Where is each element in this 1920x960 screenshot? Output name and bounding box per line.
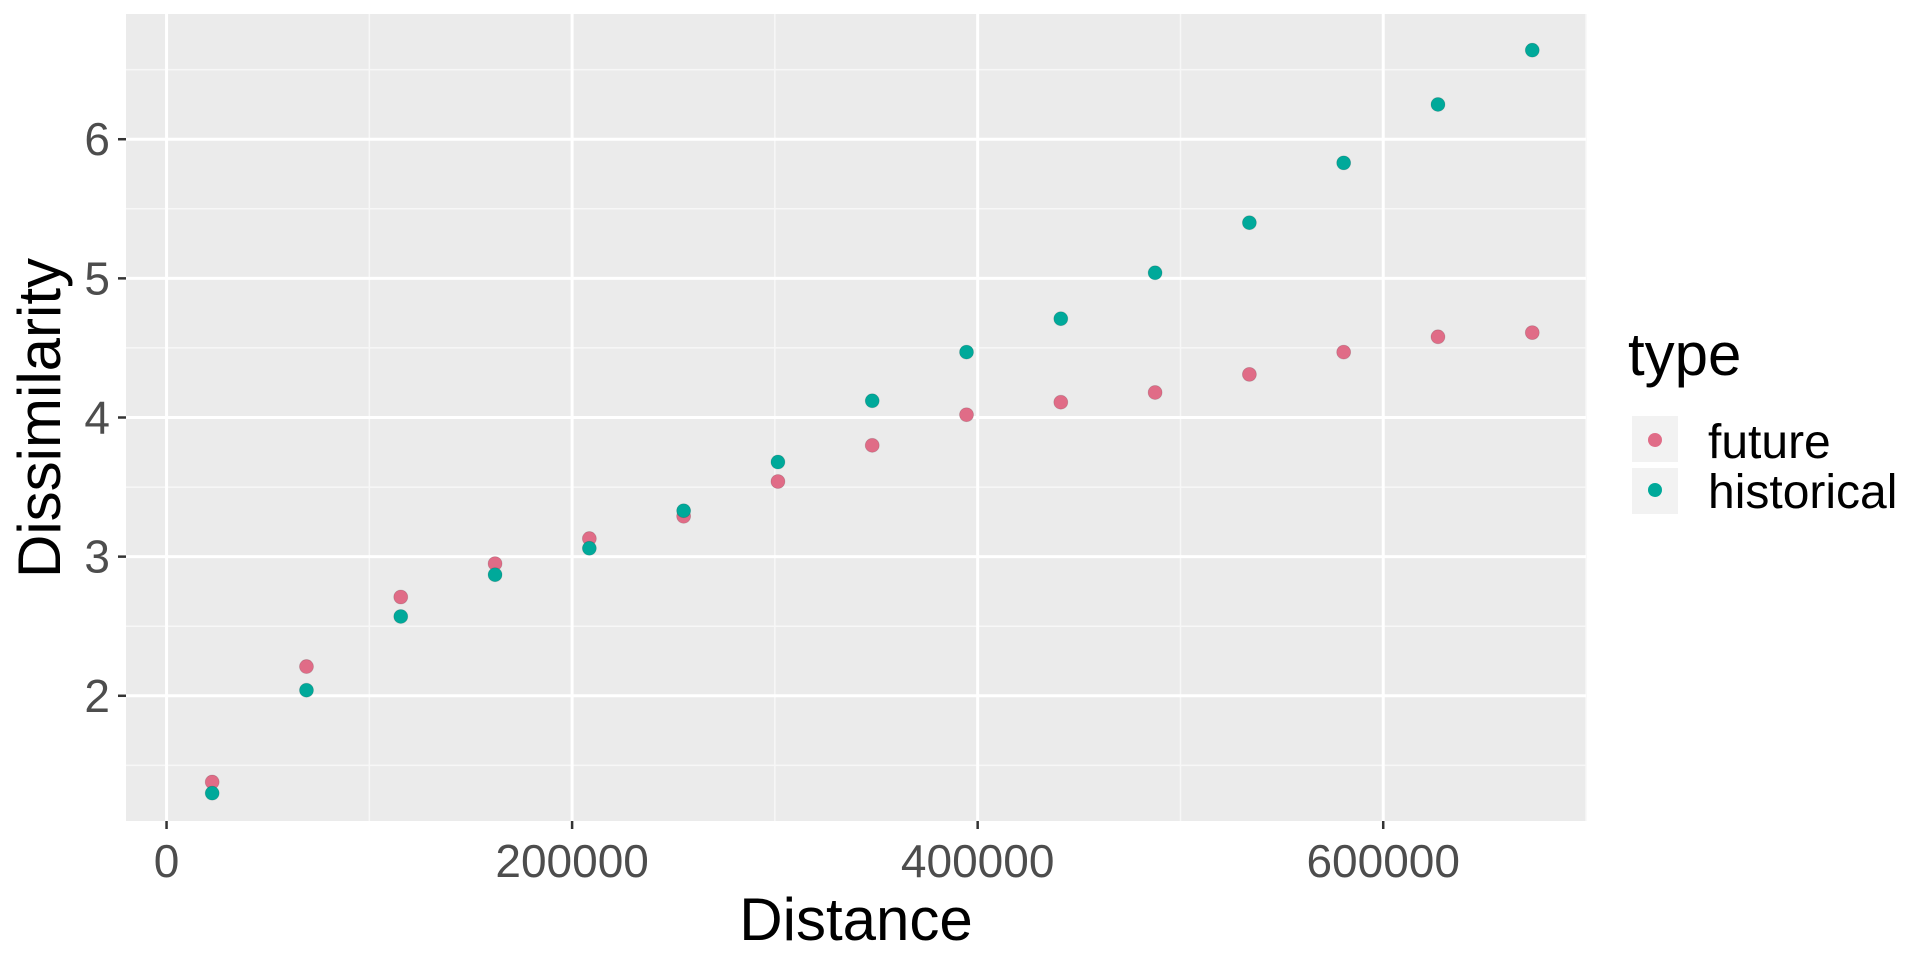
x-axis-title: Distance xyxy=(739,886,972,953)
point-future xyxy=(1430,329,1446,345)
x-axis: 0 200000 400000 600000 xyxy=(154,821,1460,887)
point-historical xyxy=(299,682,314,698)
legend-dot-historical xyxy=(1648,483,1662,497)
x-tick-label: 400000 xyxy=(901,835,1055,887)
point-historical xyxy=(1430,97,1446,112)
legend-label-future: future xyxy=(1708,416,1831,469)
point-future xyxy=(1524,325,1540,341)
point-historical xyxy=(1147,265,1163,281)
point-historical xyxy=(487,567,503,583)
x-tick-label: 200000 xyxy=(495,835,649,887)
point-future xyxy=(770,474,786,489)
y-tick-label: 4 xyxy=(84,392,110,444)
point-future xyxy=(393,589,409,605)
point-historical xyxy=(393,609,409,624)
y-tick-label: 5 xyxy=(84,252,110,304)
point-historical xyxy=(581,540,597,556)
y-tick-label: 3 xyxy=(84,531,110,583)
point-historical xyxy=(1053,311,1069,327)
point-historical xyxy=(1241,215,1257,231)
point-historical xyxy=(1524,42,1540,58)
x-tick-label: 600000 xyxy=(1306,835,1460,887)
point-future xyxy=(959,407,974,423)
point-historical xyxy=(770,454,786,470)
point-historical xyxy=(204,785,220,801)
point-historical xyxy=(864,393,880,409)
legend-title: type xyxy=(1628,321,1741,388)
legend-label-historical: historical xyxy=(1708,466,1897,519)
data-points xyxy=(204,42,1540,801)
point-future xyxy=(1336,344,1352,360)
point-future xyxy=(864,437,880,453)
y-tick-label: 2 xyxy=(84,670,110,722)
point-historical xyxy=(1336,155,1352,171)
legend-dot-future xyxy=(1648,433,1662,447)
point-future xyxy=(1241,366,1257,382)
point-future xyxy=(1053,394,1069,410)
y-tick-label: 6 xyxy=(84,113,110,165)
point-historical xyxy=(676,503,692,519)
point-future xyxy=(1147,385,1163,400)
x-tick-label: 0 xyxy=(154,835,180,887)
y-axis: 2 3 4 5 6 xyxy=(84,113,126,722)
y-axis-title: Dissimilarity xyxy=(6,258,73,578)
point-historical xyxy=(959,344,974,360)
major-gridlines xyxy=(126,14,1586,821)
point-future xyxy=(299,659,314,674)
legend: type future historical xyxy=(1628,321,1897,519)
